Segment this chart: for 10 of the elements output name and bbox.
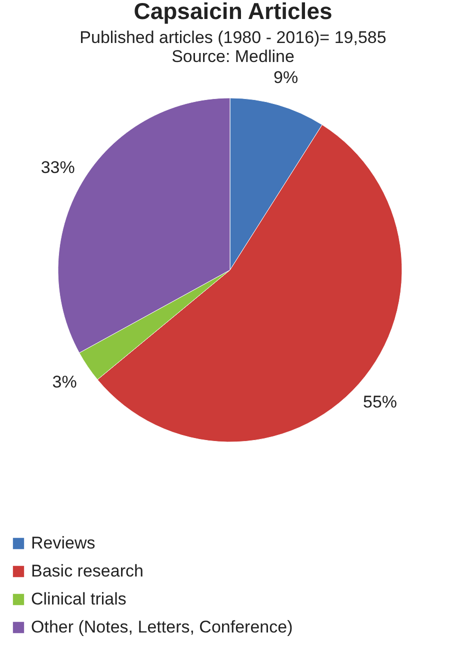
legend-label: Reviews (31, 534, 96, 552)
chart-subtitle: Published articles (1980 - 2016)= 19,585 Source: Medline (80, 28, 386, 66)
data-label: 3% (52, 372, 77, 392)
chart-title: Capsaicin Articles (134, 0, 332, 24)
legend-label: Clinical trials (31, 590, 126, 608)
legend-label: Basic research (31, 562, 144, 580)
data-label: 55% (363, 392, 398, 412)
legend-label: Other (Notes, Letters, Conference) (31, 618, 293, 636)
data-label: 9% (274, 68, 298, 87)
data-label: 33% (40, 158, 75, 178)
